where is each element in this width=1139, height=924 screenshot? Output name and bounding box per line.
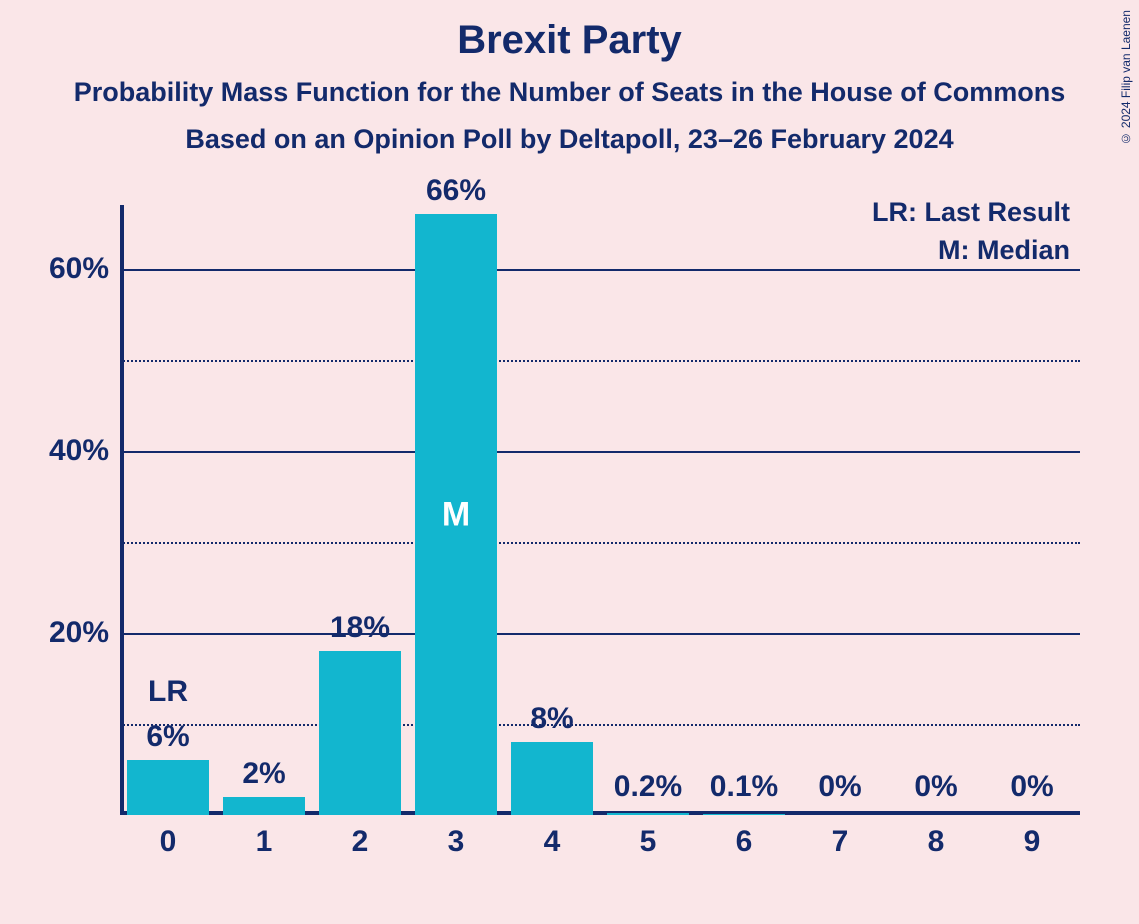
gridline-minor [120,724,1080,726]
x-tick-label: 7 [832,825,849,859]
bar-value-label: 2% [242,757,285,791]
gridline-minor [120,360,1080,362]
y-tick-label: 60% [49,252,109,286]
legend-m: M: Median [938,235,1070,266]
x-tick-label: 4 [544,825,561,859]
bar-value-label: 0% [914,770,957,804]
bar [127,760,209,815]
bar [511,742,593,815]
bar-value-label: 0.2% [614,770,682,804]
x-tick-label: 0 [160,825,177,859]
x-tick-label: 3 [448,825,465,859]
chart-subtitle-1: Probability Mass Function for the Number… [0,63,1139,108]
gridline-major [120,633,1080,635]
x-tick-label: 6 [736,825,753,859]
y-tick-label: 40% [49,434,109,468]
x-tick-label: 5 [640,825,657,859]
bar-value-label: 66% [426,174,486,208]
chart-subtitle-2: Based on an Opinion Poll by Deltapoll, 2… [0,108,1139,155]
lr-marker: LR [148,675,188,709]
gridline-major [120,269,1080,271]
median-marker: M [442,495,470,534]
x-tick-label: 9 [1024,825,1041,859]
bar-value-label: 0.1% [710,770,778,804]
bar [607,813,689,815]
chart-title: Brexit Party [0,0,1139,63]
legend-lr: LR: Last Result [872,197,1070,228]
bar [319,651,401,815]
bar-value-label: 0% [818,770,861,804]
x-tick-label: 8 [928,825,945,859]
bar-value-label: 0% [1010,770,1053,804]
bar [703,814,785,815]
bar-value-label: 18% [330,611,390,645]
x-tick-label: 1 [256,825,273,859]
bar-value-label: 6% [146,720,189,754]
copyright-text: © 2024 Filip van Laenen [1119,10,1133,145]
x-tick-label: 2 [352,825,369,859]
bar [223,797,305,815]
bar-value-label: 8% [530,702,573,736]
chart-plot-area: LR: Last Result M: Median [120,205,1080,815]
gridline-major [120,451,1080,453]
gridline-minor [120,542,1080,544]
y-tick-label: 20% [49,616,109,650]
